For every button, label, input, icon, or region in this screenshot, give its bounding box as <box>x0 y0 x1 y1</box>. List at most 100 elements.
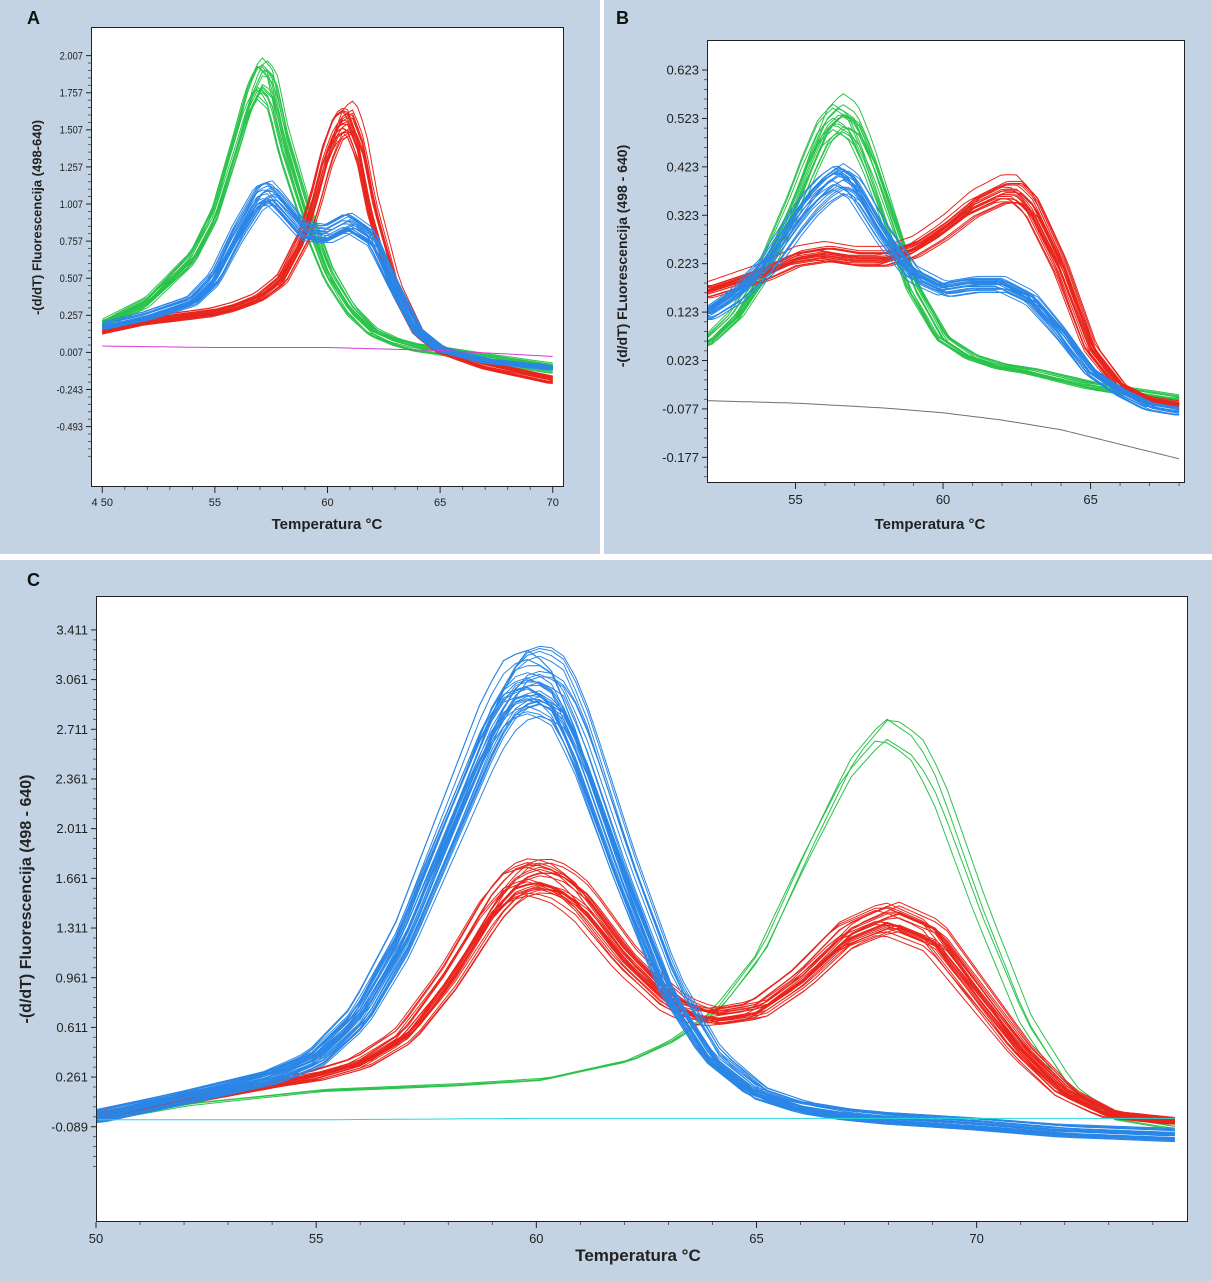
series-curve <box>708 176 1180 409</box>
series-curve <box>102 189 553 369</box>
plot-lines <box>97 645 1175 1143</box>
panel-c: C 3.411 3.061 2.711 2.361 2.011 1.661 1.311 0.9… <box>0 560 1212 1281</box>
x-tick-label: 60 <box>529 1231 543 1246</box>
x-tick-label: 60 <box>936 492 950 507</box>
series-curve <box>102 194 553 367</box>
y-tick-label: -0.493 <box>57 422 84 434</box>
y-tick-label: 3.061 <box>55 672 88 687</box>
y-tick-label: 0.523 <box>666 111 699 126</box>
series-curve <box>97 1117 1175 1121</box>
y-tick-label: 2.011 <box>56 821 88 836</box>
y-tick-label: 0.023 <box>666 353 699 368</box>
panel-a-plot-area <box>91 27 564 487</box>
series-curve <box>708 188 1180 406</box>
series-curve <box>97 648 1175 1136</box>
series-curve <box>97 673 1175 1133</box>
y-tick-label: 0.757 <box>60 236 84 248</box>
series-curve <box>102 345 553 357</box>
x-tick-label: 60 <box>321 497 333 509</box>
series-curve <box>708 202 1180 405</box>
y-tick-label: -0.077 <box>662 401 699 416</box>
x-tick-label: 65 <box>749 1231 763 1246</box>
y-tick-label: 0.007 <box>60 348 84 360</box>
series-curve <box>708 113 1180 404</box>
panel-a-y-axis-title: -(d/dT) Fluorescencija (498-640) <box>29 119 45 316</box>
panel-b-chart: 0.623 0.523 0.423 0.323 0.223 0.123 0.023 -0.07… <box>662 63 1180 507</box>
y-tick-label: -0.089 <box>51 1119 88 1134</box>
series-curve <box>708 189 1180 411</box>
x-tick-label: 4 50 <box>92 497 113 509</box>
y-tick-label: 0.323 <box>666 208 699 223</box>
y-tick-label: 0.223 <box>666 256 699 271</box>
series-curve <box>102 190 553 371</box>
series-curve <box>708 198 1180 407</box>
y-tick-label: 0.423 <box>666 159 699 174</box>
panel-c-x-axis-title: Temperatura °C <box>575 1246 701 1265</box>
series-curve <box>97 740 1175 1129</box>
panel-b-plot-area <box>707 40 1185 483</box>
series-curve <box>708 400 1180 460</box>
series-curve <box>102 98 553 371</box>
series-curve <box>97 696 1175 1139</box>
y-tick-label: 0.123 <box>666 305 699 320</box>
panel-b: B 0.623 0.523 0.423 0.323 0.223 0.123 0.023 -0.… <box>604 0 1212 554</box>
x-tick-label: 65 <box>1083 492 1097 507</box>
panel-b-letter: B <box>616 8 629 28</box>
panel-a-letter: A <box>27 8 40 28</box>
series-curve <box>102 64 553 374</box>
y-tick-label: 0.261 <box>55 1070 88 1085</box>
series-curve <box>708 185 1180 410</box>
series-curve <box>708 190 1180 408</box>
y-tick-label: 0.507 <box>60 273 84 285</box>
x-tick-label: 55 <box>309 1231 323 1246</box>
series-curve <box>102 66 553 370</box>
series-curve <box>102 65 553 374</box>
y-tick-label: -0.177 <box>662 450 699 465</box>
x-tick-label: 70 <box>547 497 559 509</box>
y-tick-label: 2.361 <box>55 772 88 787</box>
panel-c-letter: C <box>27 570 40 590</box>
y-tick-label: 1.757 <box>60 88 84 100</box>
panel-a-chart: 2.007 1.757 1.507 1.257 1.007 0.757 0.507 0.257… <box>57 51 559 509</box>
y-tick-label: 1.507 <box>60 125 84 137</box>
series-curve <box>97 895 1175 1124</box>
series-curve <box>102 198 553 371</box>
panel-a-x-axis-title: Temperatura °C <box>271 516 383 533</box>
series-curve <box>97 698 1175 1136</box>
series-curve <box>708 167 1180 411</box>
series-curve <box>708 131 1180 400</box>
y-tick-label: 1.661 <box>55 871 88 886</box>
x-tick-label: 65 <box>434 497 446 509</box>
series-curve <box>97 713 1175 1135</box>
series-curve <box>708 186 1180 412</box>
y-tick-label: 3.411 <box>56 622 88 637</box>
series-curve <box>708 163 1180 410</box>
series-curve <box>102 117 553 377</box>
series-curve <box>708 183 1180 407</box>
panel-b-x-axis-title: Temperatura °C <box>874 516 986 533</box>
series-curve <box>102 60 553 370</box>
y-tick-label: 0.257 <box>60 311 84 323</box>
x-tick-label: 70 <box>969 1231 983 1246</box>
y-tick-label: 1.311 <box>56 921 88 936</box>
series-curve <box>97 888 1175 1125</box>
panel-c-chart: 3.411 3.061 2.711 2.361 2.011 1.661 1.311 0.961… <box>51 622 1175 1246</box>
panel-c-y-axis-title: -(d/dT) Fluorescencija (498 - 640) <box>18 774 35 1024</box>
series-curve <box>102 84 553 365</box>
panel-a: A 2.007 1.757 1.507 1.257 1.007 0.757 0.507 0.2… <box>0 0 600 554</box>
series-curve <box>97 738 1175 1127</box>
series-curve <box>102 127 553 382</box>
series-curve <box>708 117 1180 400</box>
series-curve <box>97 705 1175 1129</box>
series-curve <box>97 670 1175 1132</box>
y-tick-label: 2.711 <box>56 722 88 737</box>
plot-lines <box>102 57 553 384</box>
series-curve <box>708 114 1180 403</box>
series-curve <box>102 75 553 368</box>
series-curve <box>708 179 1180 408</box>
y-tick-label: 0.623 <box>666 63 699 78</box>
series-curve <box>102 86 553 365</box>
y-tick-label: -0.243 <box>57 385 84 397</box>
y-tick-label: 0.961 <box>55 970 88 985</box>
series-curve <box>102 70 553 370</box>
